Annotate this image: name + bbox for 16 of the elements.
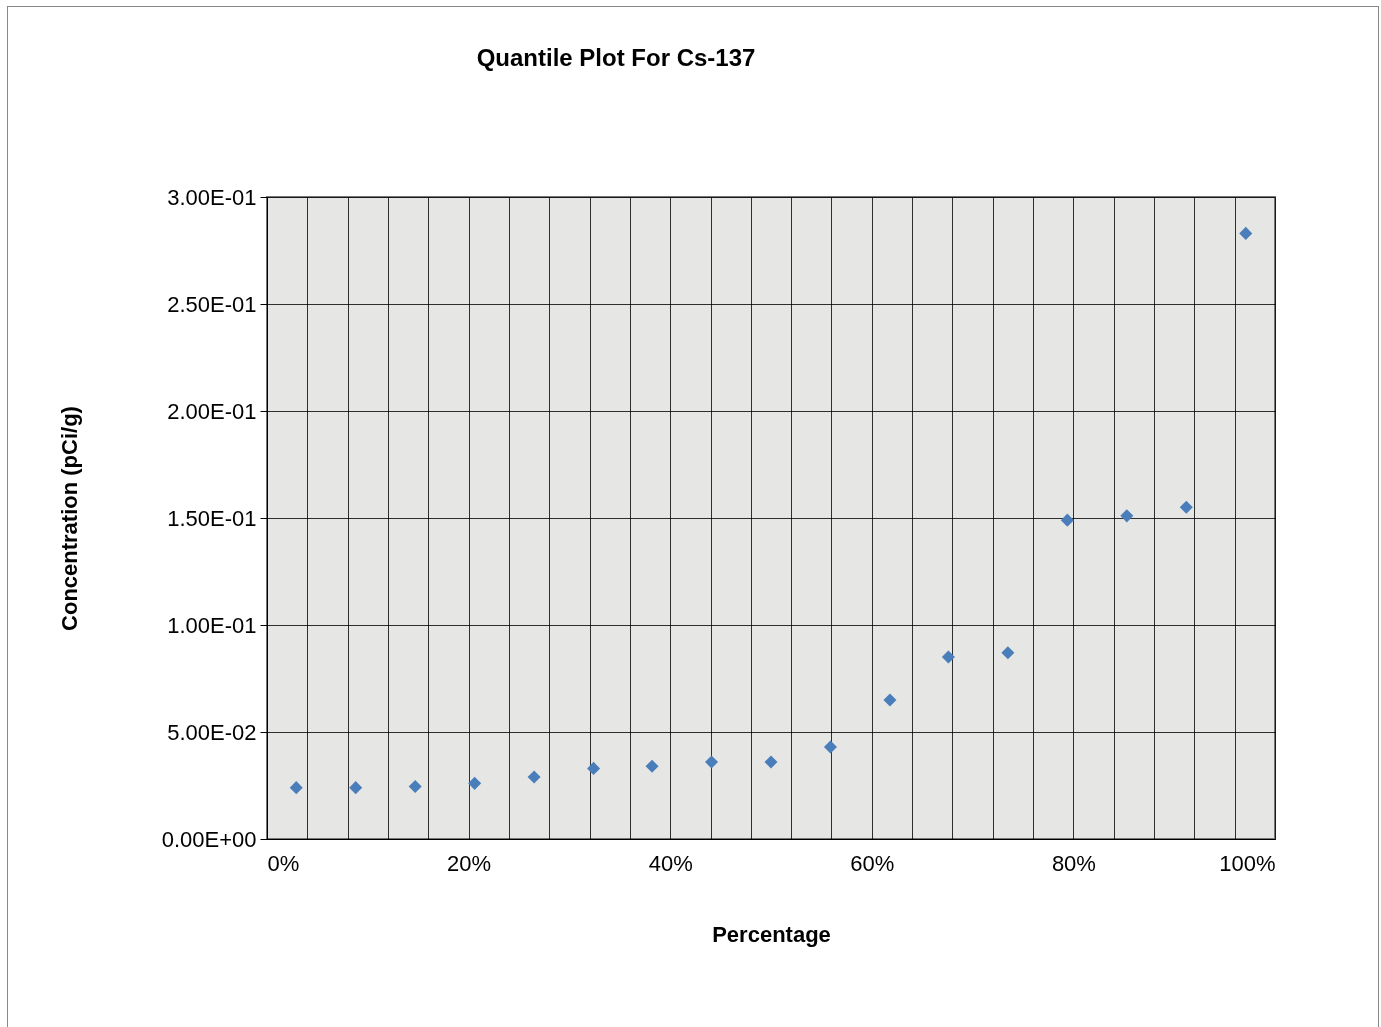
chart-title: Quantile Plot For Cs-137 [476,44,756,71]
x-tick-label: 40% [648,850,693,876]
y-axis-title: Concentration (pCi/g) [56,406,82,631]
y-tick-label: 2.50E-01 [167,291,257,317]
x-tick-label: 80% [1051,850,1096,876]
x-tick-label: 100% [1219,850,1276,876]
x-tick-label: 20% [447,850,492,876]
y-tick-label: 3.00E-01 [167,184,257,210]
x-tick-label: 0% [267,850,300,876]
y-tick-label: 1.50E-01 [167,505,257,531]
y-tick-label: 2.00E-01 [167,398,257,424]
y-tick-label: 0.00E+00 [161,826,257,852]
y-tick-label: 5.00E-02 [167,719,257,745]
x-tick-label: 60% [850,850,895,876]
x-axis-title: Percentage [712,921,831,947]
y-tick-label: 1.00E-01 [167,612,257,638]
